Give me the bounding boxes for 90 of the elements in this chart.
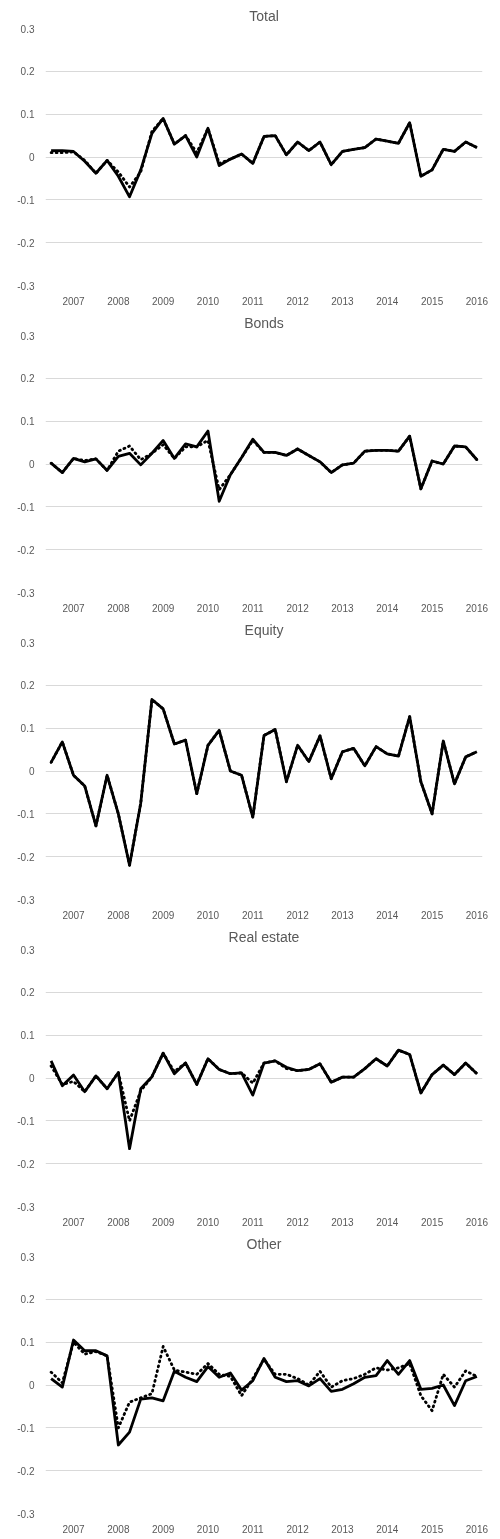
y-tick-label: -0.2 <box>17 1158 35 1170</box>
x-tick-label: 2007 <box>62 909 86 921</box>
x-tick-label: 2007 <box>62 1216 86 1228</box>
y-tick-label: -0.3 <box>17 1201 35 1213</box>
chart-title: Other <box>246 1235 282 1252</box>
x-tick-label: 2011 <box>242 1216 264 1228</box>
y-tick-label: 0 <box>28 1073 35 1084</box>
y-tick-label: 0.1 <box>20 723 35 735</box>
chart-title: Bonds <box>244 314 284 331</box>
y-tick-label: 0.2 <box>20 680 35 692</box>
x-tick-label: 2010 <box>196 1216 220 1228</box>
x-tick-label: 2011 <box>242 1523 264 1535</box>
x-tick-label: 2013 <box>331 295 354 307</box>
y-tick-label: 0.3 <box>20 23 35 35</box>
x-tick-label: 2015 <box>420 909 444 921</box>
y-tick-label: 0 <box>28 1380 35 1391</box>
x-tick-label: 2016 <box>465 909 489 921</box>
x-tick-label: 2014 <box>376 1523 399 1535</box>
x-tick-label: 2008 <box>107 295 130 307</box>
x-tick-label: 2010 <box>196 909 220 921</box>
y-tick-label: -0.1 <box>17 501 35 513</box>
x-tick-label: 2016 <box>465 295 489 307</box>
x-tick-label: 2014 <box>376 602 399 614</box>
x-tick-label: 2016 <box>465 602 489 614</box>
x-tick-label: 2007 <box>62 1523 86 1535</box>
y-tick-label: -0.1 <box>17 194 35 206</box>
x-tick-label: 2008 <box>107 1216 130 1228</box>
x-tick-label: 2010 <box>196 602 220 614</box>
y-tick-label: -0.1 <box>17 1115 35 1127</box>
x-tick-label: 2013 <box>331 1523 354 1535</box>
y-tick-label: -0.3 <box>17 587 35 599</box>
y-tick-label: 0 <box>28 459 35 470</box>
x-tick-label: 2009 <box>152 1523 175 1535</box>
y-tick-label: -0.2 <box>17 237 35 249</box>
x-tick-label: 2015 <box>420 295 444 307</box>
x-tick-label: 2009 <box>152 295 175 307</box>
x-tick-label: 2008 <box>107 909 130 921</box>
x-tick-label: 2012 <box>286 1216 310 1228</box>
x-tick-label: 2013 <box>331 909 354 921</box>
y-tick-label: 0.1 <box>20 1030 35 1042</box>
y-tick-label: 0.1 <box>20 109 35 121</box>
chart-title: Real estate <box>228 928 300 945</box>
x-tick-label: 2010 <box>196 295 220 307</box>
x-tick-label: 2008 <box>107 602 130 614</box>
x-tick-label: 2014 <box>376 1216 399 1228</box>
y-tick-label: 0.2 <box>20 987 35 999</box>
y-tick-label: 0.3 <box>20 330 35 342</box>
y-tick-label: 0.3 <box>20 637 35 649</box>
x-tick-label: 2012 <box>286 1523 310 1535</box>
y-tick-label: -0.2 <box>17 1465 35 1477</box>
y-tick-label: 0.3 <box>20 1251 35 1263</box>
x-tick-label: 2007 <box>62 295 86 307</box>
x-tick-label: 2011 <box>242 909 264 921</box>
x-tick-label: 2009 <box>152 602 175 614</box>
y-tick-label: 0.2 <box>20 1294 35 1306</box>
y-tick-label: -0.2 <box>17 544 35 556</box>
x-tick-label: 2015 <box>420 1523 444 1535</box>
y-tick-label: 0 <box>28 152 35 163</box>
x-tick-label: 2008 <box>107 1523 130 1535</box>
x-tick-label: 2016 <box>465 1523 489 1535</box>
chart-title: Total <box>249 7 279 24</box>
chart-title: Equity <box>244 621 284 638</box>
x-tick-label: 2016 <box>465 1216 489 1228</box>
y-tick-label: 0.3 <box>20 944 35 956</box>
y-tick-label: 0.2 <box>20 373 35 385</box>
x-tick-label: 2014 <box>376 909 399 921</box>
x-tick-label: 2014 <box>376 295 399 307</box>
y-tick-label: -0.1 <box>17 808 35 820</box>
y-tick-label: -0.1 <box>17 1422 35 1434</box>
y-tick-label: -0.3 <box>17 280 35 292</box>
y-tick-label: -0.3 <box>17 894 35 906</box>
x-tick-label: 2010 <box>196 1523 220 1535</box>
x-tick-label: 2013 <box>331 1216 354 1228</box>
x-tick-label: 2011 <box>242 602 264 614</box>
y-tick-label: 0.2 <box>20 66 35 78</box>
y-tick-label: 0 <box>28 766 35 777</box>
y-tick-label: -0.3 <box>17 1508 35 1520</box>
y-tick-label: -0.2 <box>17 851 35 863</box>
x-tick-label: 2012 <box>286 602 310 614</box>
x-tick-label: 2015 <box>420 602 444 614</box>
x-tick-label: 2011 <box>242 295 264 307</box>
x-tick-label: 2007 <box>62 602 86 614</box>
x-tick-label: 2012 <box>286 295 310 307</box>
x-tick-label: 2013 <box>331 602 354 614</box>
x-tick-label: 2009 <box>152 909 175 921</box>
x-tick-label: 2012 <box>286 909 310 921</box>
y-tick-label: 0.1 <box>20 1337 35 1349</box>
x-tick-label: 2015 <box>420 1216 444 1228</box>
x-tick-label: 2009 <box>152 1216 175 1228</box>
y-tick-label: 0.1 <box>20 416 35 428</box>
